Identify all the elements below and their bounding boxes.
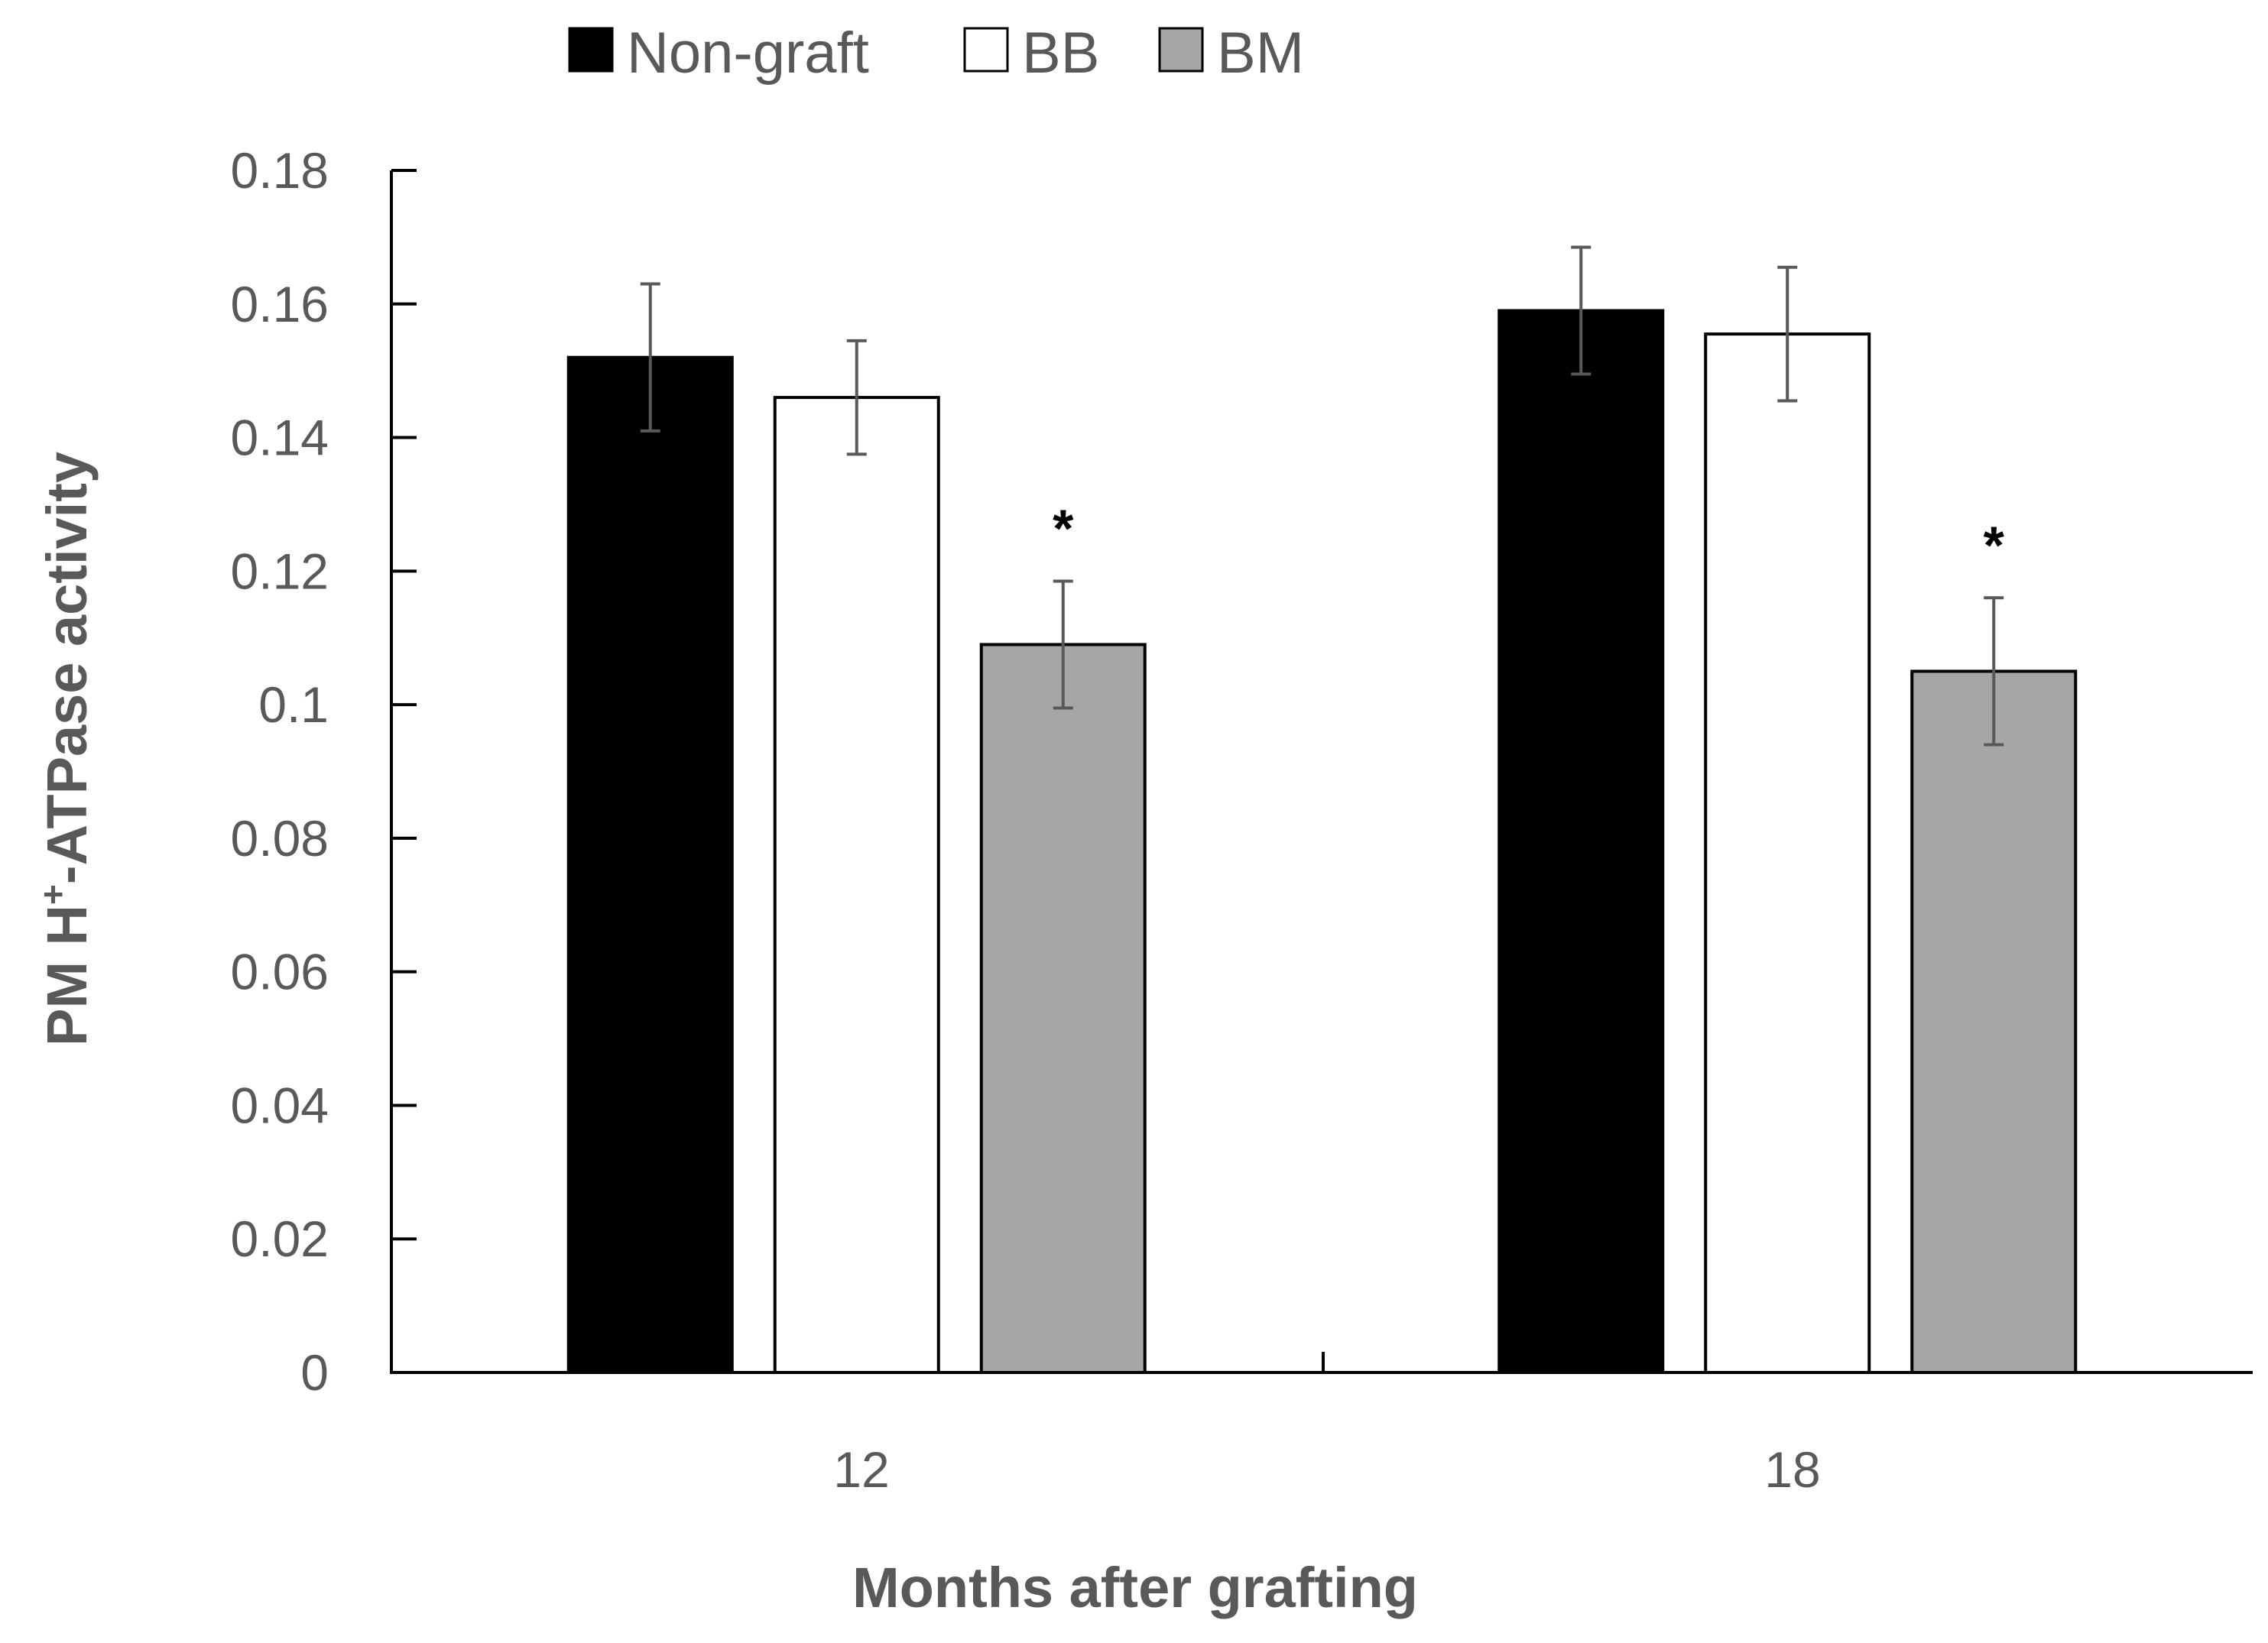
x-axis-title: Months after grafting — [852, 1556, 1418, 1619]
significance-asterisk: * — [1984, 515, 2005, 575]
legend-swatch-non-graft — [568, 27, 614, 73]
y-axis-title-rest: -ATPase activity — [35, 452, 99, 884]
bar-bb-18 — [1704, 332, 1871, 1374]
bar-bb-12 — [773, 396, 940, 1374]
legend-swatch-bm — [1158, 27, 1204, 73]
y-tick-label: 0 — [300, 1344, 329, 1401]
y-tick-label: 0.06 — [231, 944, 329, 1000]
y-tick-label: 0.02 — [231, 1210, 329, 1267]
legend-label-bm: BM — [1217, 21, 1304, 86]
y-tick-label: 0.18 — [231, 142, 329, 199]
y-axis-title-main: PM H — [35, 905, 99, 1046]
bar-bm-12 — [979, 643, 1147, 1374]
x-tick-label-12: 12 — [833, 1441, 889, 1498]
y-tick-label: 0.16 — [231, 276, 329, 332]
legend-label-bb: BB — [1022, 21, 1099, 86]
bar-non-graft-18 — [1497, 309, 1665, 1374]
legend-label-non-graft: Non-graft — [627, 21, 869, 86]
y-axis-title: PM H+-ATPase activity — [33, 452, 99, 1046]
significance-asterisk: * — [1053, 498, 1074, 558]
bars — [566, 309, 2078, 1375]
y-axis-title-superscript: + — [33, 884, 73, 905]
y-tick-label: 0.12 — [231, 543, 329, 599]
x-tick-label-18: 18 — [1764, 1441, 1820, 1498]
bar-bm-18 — [1910, 669, 2078, 1374]
y-tick-label: 0.04 — [231, 1077, 329, 1133]
y-tick-label: 0.14 — [231, 410, 329, 466]
y-tick-label: 0.1 — [258, 676, 329, 733]
legend: Non-graft BB BM — [568, 21, 1304, 86]
y-tick-label: 0.08 — [231, 810, 329, 867]
error-bars — [640, 245, 2004, 747]
y-axis-ticks: 0 0.02 0.04 0.06 0.08 0.1 0.12 0.14 0.16 0.18 — [231, 142, 417, 1401]
bar-non-graft-12 — [566, 355, 734, 1375]
significance-marks: * * — [1053, 498, 2005, 575]
legend-swatch-bb — [963, 27, 1009, 73]
